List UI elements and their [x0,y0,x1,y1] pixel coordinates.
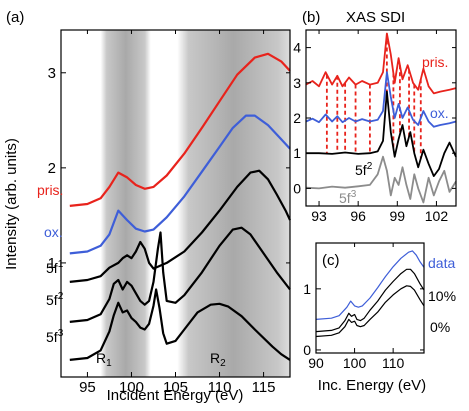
axis-ticks-c: 90 100 110 0 1 [303,243,424,371]
label-5f2: 5f2 [46,291,64,308]
panel-b: 93 96 99 102 0 1 2 3 4 (b) XAS SDI pris. ox. 5f2… [293,9,457,224]
series-line-pris [305,32,457,95]
y-tick-label: 2 [48,160,56,177]
y-tick-label: 3 [48,65,56,82]
series-line-ox [69,114,291,255]
series-line-5f [69,226,291,323]
label-ox: ox. [44,224,63,240]
series-line-5f [69,169,291,283]
panel-label-b: (b) [302,9,320,26]
label-b-pris: pris. [422,54,448,70]
x-axis-label-c: Inc. Energy (eV) [318,377,426,394]
series-line-0 [315,285,425,338]
series-lines [305,32,457,204]
x-tick-label: 110 [208,379,232,396]
label-b-5f2: 5f2 [355,161,373,178]
label-c-0: 0% [430,319,450,335]
y-tick-label: 1 [293,145,301,161]
series-lines [315,250,425,338]
x-tick-label: 102 [425,208,449,224]
series-line-10 [315,268,425,333]
x-axis-label: Incident Energy (eV) [107,387,244,404]
y-tick-label: 4 [293,40,301,56]
y-tick-label: 1 [303,281,311,297]
series-lines [69,52,291,361]
x-tick-label: 93 [311,208,327,224]
y-tick-label: 0 [293,180,301,196]
shaded-region-2 [177,30,290,377]
x-tick-label: 100 [343,355,367,371]
label-5f1: 5f1 [46,259,64,276]
x-tick-label: 90 [308,355,324,371]
x-tick-label: 96 [350,208,366,224]
y-axis-label: Intensity (arb. units) [3,138,20,270]
label-c-10: 10% [428,288,456,304]
y-tick-label: 1 [48,255,56,272]
series-line-5f [69,288,291,361]
series-line-data [315,250,425,320]
x-tick-label: 110 [382,355,405,371]
x-tick-label: 105 [163,379,188,396]
x-tick-label: 95 [79,379,96,396]
shaded-region-1 [100,30,151,377]
chart-title-b: XAS SDI [346,9,405,26]
panel-label-a: (a) [6,9,24,26]
dashed-markers [325,33,422,159]
label-5f3: 5f3 [46,328,64,345]
label-pris: pris. [37,182,63,198]
series-line-5f [305,155,457,204]
label-b-ox: ox. [430,105,449,121]
x-tick-label: 115 [252,379,276,396]
panel-a: 95 100 105 110 115 1 2 3 (a) Intensity (arb. un… [3,9,291,404]
panel-label-c: (c) [322,252,340,269]
y-tick-label: 0 [303,342,311,358]
label-c-data: data [428,255,455,271]
x-tick-label: 100 [119,379,144,396]
label-b-5f3: 5f3 [339,189,357,206]
region-label-r2: R2 [210,350,226,369]
x-tick-label: 99 [390,208,406,224]
y-tick-label: 3 [293,75,301,91]
series-line-5f [306,90,457,177]
axis-ticks: 95 100 105 110 115 1 2 3 [48,30,290,396]
series-line-pris [69,52,291,207]
panel-c: 90 100 110 0 1 (c) Inc. Energy (eV) data 10%… [303,242,456,394]
y-tick-label: 2 [293,110,301,126]
series-line-ox [305,71,457,128]
shaded-regions [100,30,290,377]
plot-frame-c [315,242,425,354]
region-label-r1: R1 [96,350,112,369]
axis-ticks-b: 93 96 99 102 0 1 2 3 4 [293,30,456,224]
